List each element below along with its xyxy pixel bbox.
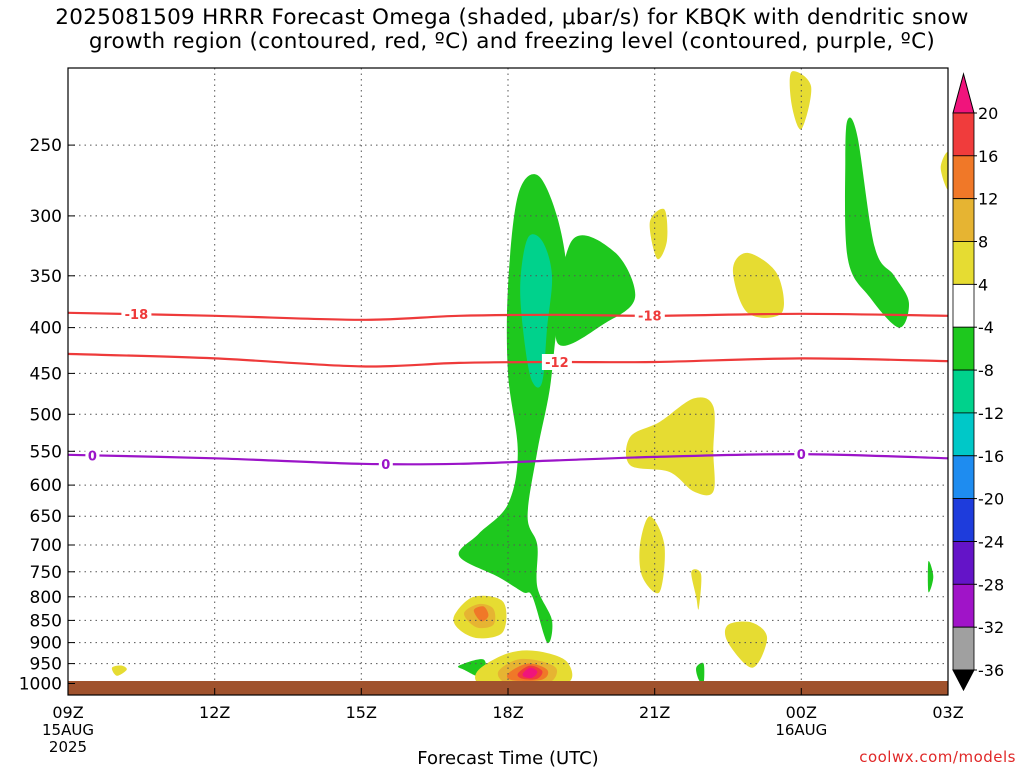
colorbar-box-3 — [952, 241, 975, 285]
colorbar-box-8 — [952, 455, 975, 499]
omega-area-4-11 — [625, 397, 715, 496]
colorbar-box-10 — [952, 541, 975, 585]
y-tick-label-300: 300 — [30, 207, 62, 227]
x-axis-label: Forecast Time (UTC) — [417, 748, 598, 768]
y-tick-label-450: 450 — [30, 364, 62, 384]
colorbar-box-12 — [952, 626, 975, 671]
y-tick-label-650: 650 — [30, 507, 62, 527]
omega-area-4-9 — [649, 208, 668, 260]
x-tick-label-12Z: 12Z — [199, 703, 230, 722]
colorbar-label-3: 8 — [978, 233, 988, 252]
x-tick-label-03Z: 03Z — [932, 703, 963, 722]
colorbar-box-1 — [952, 155, 975, 200]
omega-area-12-17 — [473, 606, 489, 622]
isotherm-line--12 — [68, 352, 948, 368]
isotherm-label-bg--12-0 — [541, 354, 572, 370]
temperature-contours: -18 -18 -12 0 0 0 — [68, 306, 948, 473]
colorbar-label-6: -8 — [978, 361, 994, 380]
x-tick-label-21Z: 21Z — [639, 703, 670, 722]
y-tick-label-1000: 1000 — [19, 675, 62, 695]
isotherm-label--12-0: -12 — [545, 356, 569, 371]
x-tick-label-18Z: 18Z — [492, 703, 523, 722]
isotherm-line--18 — [68, 311, 948, 321]
colorbar-label-9: -20 — [978, 490, 1004, 509]
isotherm-label-bg--18-0 — [121, 306, 152, 323]
omega-area--8-4 — [927, 560, 934, 593]
omega-area-4-8 — [940, 152, 948, 190]
chart-title-line-1: 2025081509 HRRR Forecast Omega (shaded, … — [55, 5, 969, 30]
colorbar-label-0: 20 — [978, 104, 998, 123]
colorbar-box-5 — [952, 326, 975, 371]
y-tick-label-850: 850 — [30, 611, 62, 631]
x-tick-label-09Z: 09Z — [52, 703, 83, 722]
omega-area--8-0 — [458, 174, 567, 644]
omega-area-4-12 — [639, 516, 665, 594]
colorbar-label-13: -36 — [978, 661, 1004, 680]
pressure-axis: 250 300 350 400 450 500 550 600 650 700 750 800 850 9… — [19, 136, 75, 695]
y-tick-label-500: 500 — [30, 405, 62, 425]
isotherm-label-0-2: 0 — [797, 448, 806, 463]
colorbar-box-9 — [952, 498, 975, 542]
isotherm-label-bg-0-0 — [85, 447, 100, 464]
colorbar-label-2: 12 — [978, 190, 998, 209]
colorbar-label-12: -32 — [978, 618, 1004, 637]
omega-area--12-1 — [520, 234, 553, 388]
y-tick-label-950: 950 — [30, 655, 62, 675]
colorbar-label-8: -16 — [978, 447, 1004, 466]
x-tick-label-15Z: 15Z — [346, 703, 377, 722]
isotherm-label-bg--18-1 — [634, 307, 665, 324]
colorbar-arrow-top — [952, 72, 975, 114]
colorbar-box-2 — [952, 198, 975, 242]
x-tick-sub-00Z-0: 16AUG — [775, 721, 827, 739]
x-tick-label-00Z: 00Z — [786, 703, 817, 722]
y-tick-label-350: 350 — [30, 267, 62, 287]
colorbar-box-7 — [952, 412, 975, 457]
isotherm-label-bg-0-1 — [378, 455, 393, 472]
chart-title: 2025081509 HRRR Forecast Omega (shaded, … — [0, 6, 1024, 54]
colorbar-legend: 20 16 12 8 4 -4 -8 -12 -16 -20 -24 -28 -32 -36 — [952, 72, 1004, 692]
y-tick-label-900: 900 — [30, 634, 62, 654]
y-tick-label-250: 250 — [30, 136, 62, 156]
isotherm-label--18-1: -18 — [638, 310, 662, 325]
isotherm-label-0-1: 0 — [381, 458, 390, 473]
y-tick-label-750: 750 — [30, 563, 62, 583]
x-tick-sub-09Z-1: 2025 — [49, 738, 87, 756]
omega-area-4-14 — [724, 621, 768, 668]
chart-title-line-2: growth region (contoured, red, ºC) and f… — [88, 29, 936, 54]
site-credit: coolwx.com/models — [859, 748, 1016, 766]
x-tick-sub-09Z-0: 15AUG — [42, 721, 94, 739]
colorbar-box-4 — [952, 283, 975, 328]
isotherm-label--18-0: -18 — [125, 308, 149, 323]
colorbar-label-4: 4 — [978, 275, 988, 294]
y-tick-label-800: 800 — [30, 588, 62, 608]
omega-area--8-6 — [696, 662, 705, 685]
colorbar-label-11: -28 — [978, 575, 1004, 594]
omega-shading — [111, 71, 948, 688]
omega-area-20-23 — [522, 667, 538, 679]
isotherm-label-bg-0-2 — [794, 446, 809, 463]
omega-area--8-2 — [555, 235, 636, 346]
colorbar-label-7: -12 — [978, 404, 1004, 423]
omega-area-4-13 — [691, 569, 702, 610]
omega-area--8-3 — [844, 117, 909, 328]
y-tick-label-400: 400 — [30, 319, 62, 339]
omega-area-4-18 — [111, 665, 127, 676]
colorbar-box-0 — [952, 112, 975, 157]
colorbar-arrow-bottom — [952, 669, 975, 692]
omega-area-4-10 — [732, 252, 784, 318]
colorbar-box-11 — [952, 583, 975, 628]
y-tick-label-600: 600 — [30, 476, 62, 496]
colorbar-label-10: -24 — [978, 533, 1004, 552]
isotherm-label-0-0: 0 — [88, 449, 97, 464]
y-tick-label-700: 700 — [30, 536, 62, 556]
colorbar-box-6 — [952, 369, 975, 414]
omega-area-4-7 — [789, 71, 812, 130]
y-tick-label-550: 550 — [30, 442, 62, 462]
colorbar-label-5: -4 — [978, 318, 994, 337]
colorbar-label-1: 16 — [978, 147, 998, 166]
grid-lines — [67, 68, 949, 695]
